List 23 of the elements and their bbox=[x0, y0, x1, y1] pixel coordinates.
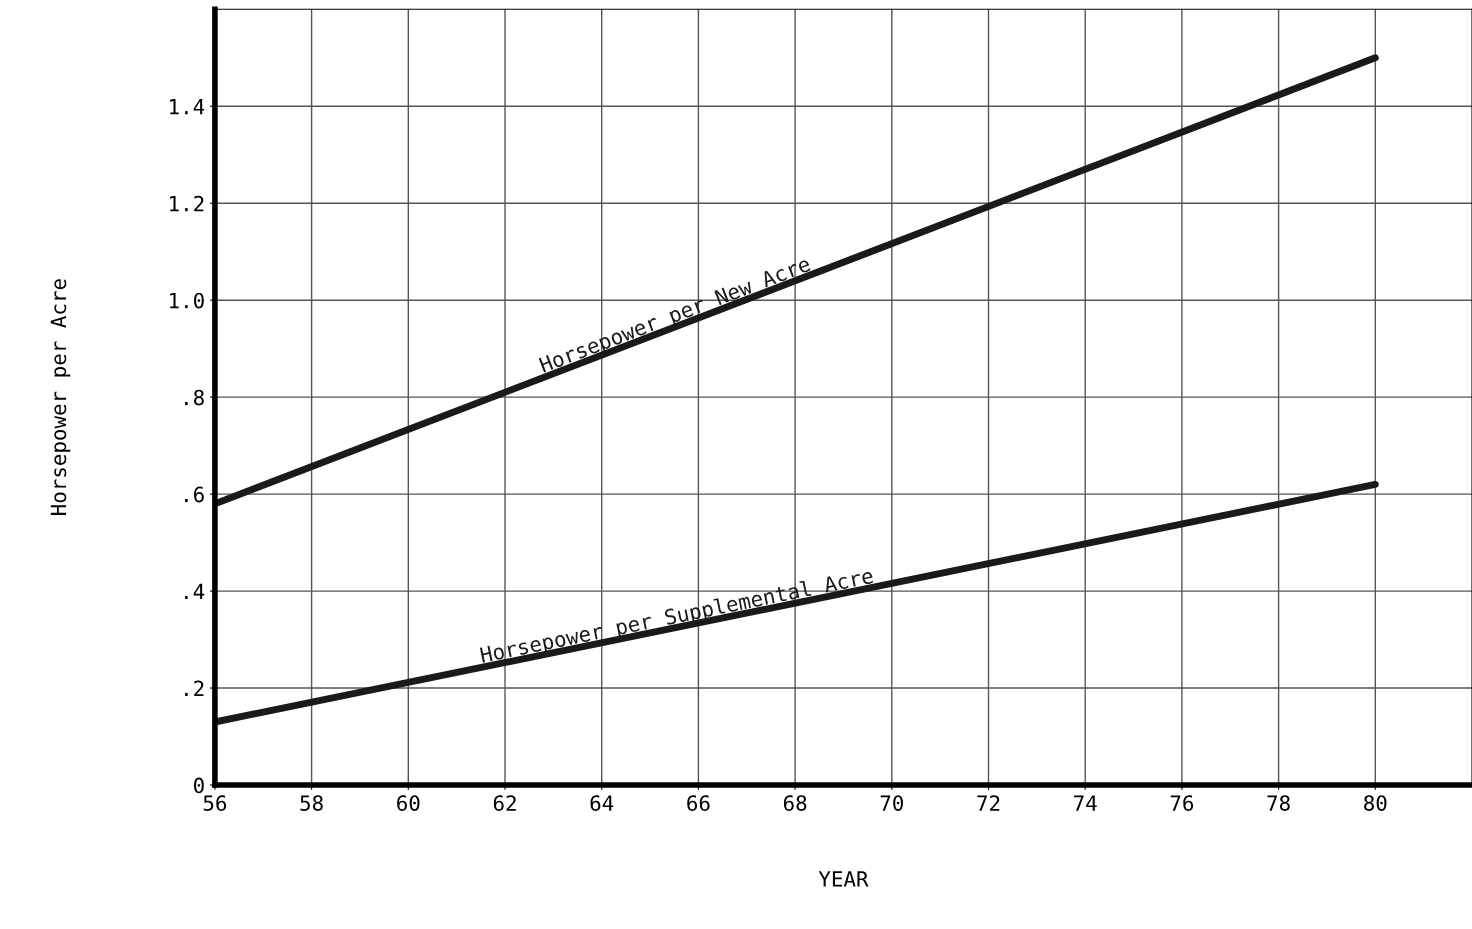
y-tick-label: .2 bbox=[185, 680, 204, 697]
x-tick-label: 76 bbox=[1170, 795, 1194, 811]
y-tick-label: .4 bbox=[185, 583, 205, 600]
x-tick-label: 56 bbox=[203, 795, 227, 811]
x-tick-label: 72 bbox=[977, 795, 1000, 811]
x-tick-label: 68 bbox=[783, 795, 807, 811]
x-tick-label: 80 bbox=[1364, 795, 1387, 811]
y-axis-title: Horsepower per Acre bbox=[50, 279, 71, 515]
x-tick-label: 66 bbox=[687, 795, 710, 811]
x-axis-title: YEAR bbox=[818, 871, 869, 887]
x-tick-label: 60 bbox=[397, 795, 420, 811]
x-tick-label: 62 bbox=[493, 795, 516, 811]
y-tick-label: .6 bbox=[185, 486, 204, 503]
y-tick-label: 1.4 bbox=[170, 99, 205, 115]
x-tick-label: 78 bbox=[1267, 795, 1290, 811]
x-tick-label: 74 bbox=[1074, 795, 1097, 811]
x-tick-label: 64 bbox=[590, 795, 614, 811]
y-tick-label: 1.2 bbox=[170, 195, 204, 212]
y-tick-label: .8 bbox=[185, 389, 204, 406]
x-tick-label: 58 bbox=[300, 795, 323, 811]
y-tick-label: 1.0 bbox=[170, 292, 204, 309]
x-tick-label: 70 bbox=[880, 795, 903, 811]
y-tick-label: 0 bbox=[194, 777, 204, 794]
